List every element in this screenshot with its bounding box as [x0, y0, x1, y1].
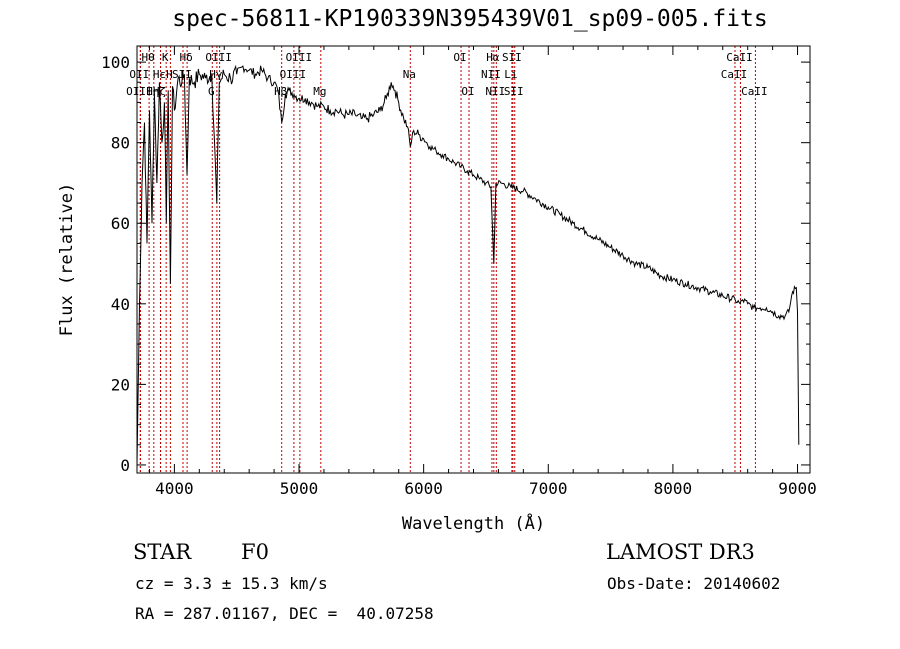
line-label-12: Hγ: [209, 68, 223, 81]
line-label-21: NII: [481, 68, 501, 81]
line-label-26: CaII: [726, 51, 753, 64]
axes-group: 4000 5000 6000 7000 8000 9000 0 20 40 60 80 100 Wave…: [57, 45, 817, 534]
line-label-13: OIII: [286, 51, 313, 64]
line-label-6: Hδ: [179, 51, 192, 64]
line-label-2: OIII: [126, 85, 153, 98]
line-label-11: G: [208, 85, 215, 98]
object-subclass: F0: [241, 540, 269, 564]
line-label-9: OIII: [205, 51, 232, 64]
x-tick-label-5000: 5000: [280, 479, 319, 498]
line-label-23: SII: [502, 51, 522, 64]
line-label-20: Hα: [486, 51, 500, 64]
emission-lines-group: [139, 46, 756, 473]
y-axis-label: Flux (relative): [57, 183, 77, 337]
coords-text: RA = 287.01167, DEC = 40.07258: [135, 604, 434, 623]
x-tick-label-9000: 9000: [778, 479, 817, 498]
line-label-17: Na: [403, 68, 416, 81]
line-label-4: Hε: [153, 68, 166, 81]
line-label-15: Hβ: [274, 85, 288, 98]
y-tick-label-100: 100: [101, 53, 130, 72]
redshift-text: cz = 3.3 ± 15.3 km/s: [135, 574, 328, 593]
line-label-27: CaII: [721, 68, 748, 81]
line-label-25: SII: [504, 85, 524, 98]
y-tick-label-60: 60: [111, 214, 130, 233]
line-label-16: Mg: [313, 85, 326, 98]
obs-date-text: Obs-Date: 20140602: [607, 574, 781, 593]
line-label-10: SII: [172, 68, 192, 81]
line-label-7: H: [166, 68, 173, 81]
line-label-14: OIII: [280, 68, 307, 81]
line-label-1: OII: [129, 68, 149, 81]
line-label-28: CaII: [741, 85, 768, 98]
plot-frame: [136, 45, 811, 474]
line-label-19: OI: [461, 85, 474, 98]
spectrum-series: [136, 64, 800, 465]
line-label-3: K: [162, 51, 169, 64]
y-tick-label-0: 0: [120, 456, 130, 475]
y-tick-label-80: 80: [111, 134, 130, 153]
chart-title: spec-56811-KP190339N395439V01_sp09-005.f…: [172, 6, 768, 32]
x-axis-label: Wavelength (Å): [402, 512, 545, 534]
line-label-5: Hη: [146, 85, 159, 98]
survey-name: LAMOST DR3: [606, 540, 755, 564]
line-label-22: NII: [485, 85, 505, 98]
y-tick-label-40: 40: [111, 295, 130, 314]
x-tick-label-6000: 6000: [404, 479, 443, 498]
x-tick-label-8000: 8000: [654, 479, 693, 498]
line-label-18: OI: [453, 51, 466, 64]
y-tick-label-20: 20: [111, 375, 130, 394]
x-tick-label-7000: 7000: [529, 479, 568, 498]
object-class: STAR: [133, 540, 192, 564]
x-tick-label-4000: 4000: [155, 479, 194, 498]
line-label-0: Hθ: [141, 51, 154, 64]
spectrum-line: [136, 64, 800, 465]
line-label-24: Li: [504, 68, 517, 81]
line-label-8: Hζ: [153, 85, 166, 98]
